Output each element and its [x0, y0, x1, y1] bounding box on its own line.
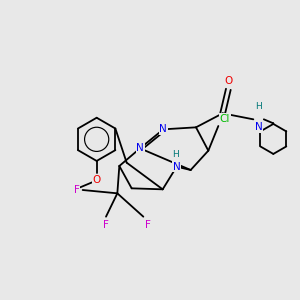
- Text: O: O: [224, 76, 232, 86]
- Text: N: N: [255, 122, 262, 132]
- Text: N: N: [136, 143, 144, 153]
- Text: O: O: [92, 175, 101, 185]
- Text: H: H: [255, 102, 262, 111]
- Text: N: N: [173, 162, 181, 172]
- Text: F: F: [145, 220, 151, 230]
- Text: H: H: [172, 150, 178, 159]
- Text: F: F: [103, 220, 109, 230]
- Text: N: N: [160, 124, 167, 134]
- Text: F: F: [74, 185, 80, 195]
- Text: Cl: Cl: [220, 114, 230, 124]
